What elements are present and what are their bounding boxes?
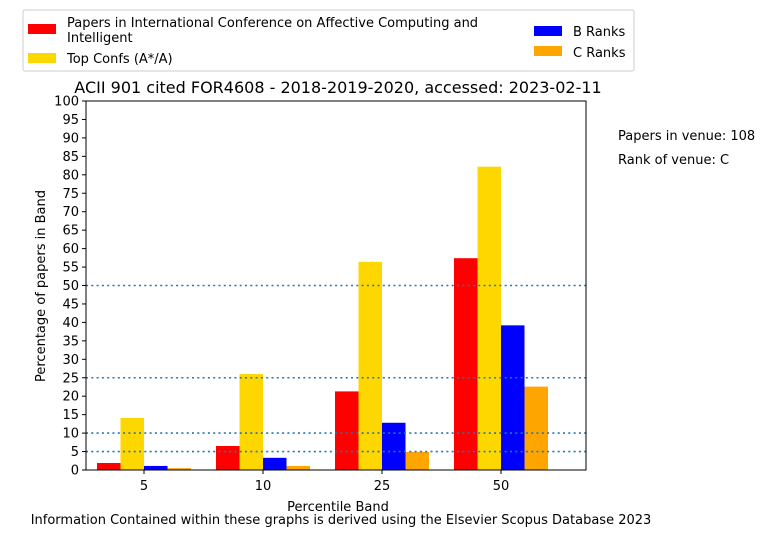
y-tick-label: 100 [54, 95, 79, 110]
bar-top-confs-p5 [120, 417, 144, 470]
legend-label-gold: Top Confs (A*/A) [66, 52, 173, 67]
legend-label-red-line1: Papers in International Conference on Af… [67, 16, 478, 31]
legend: Papers in International Conference on Af… [22, 9, 635, 72]
source-footer: Information Contained within these graph… [31, 513, 652, 528]
y-tick-label: 35 [62, 334, 79, 349]
bar-c-ranks-p10 [286, 465, 310, 470]
y-tick-label: 0 [71, 464, 79, 479]
legend-swatch-orange [534, 46, 562, 56]
legend-swatch-blue [534, 26, 562, 36]
y-tick-label: 40 [62, 316, 79, 331]
legend-frame [22, 9, 635, 72]
y-tick-label: 15 [62, 408, 79, 423]
y-tick-label: 95 [62, 113, 79, 128]
bars-layer [97, 166, 548, 470]
reference-lines-layer [86, 284, 586, 453]
x-tick-label: 10 [255, 479, 272, 494]
y-tick-label: 55 [62, 261, 79, 276]
y-tick-label: 10 [62, 427, 79, 442]
y-tick-label: 65 [62, 224, 79, 239]
bar-venue-p25 [335, 391, 359, 470]
y-tick-label: 80 [62, 168, 79, 183]
bar-c-ranks-p25 [405, 451, 429, 470]
x-tick-label: 5 [140, 479, 148, 494]
y-tick-label: 50 [62, 279, 79, 294]
y-tick-label: 25 [62, 371, 79, 386]
bar-c-ranks-p5 [167, 468, 191, 470]
x-tick-label: 25 [374, 479, 391, 494]
legend-label-blue: B Ranks [573, 25, 626, 40]
y-tick-label: 90 [62, 131, 79, 146]
legend-label-red-line2: Intelligent [67, 31, 133, 46]
bar-venue-p10 [216, 446, 240, 470]
y-tick-label: 30 [62, 353, 79, 368]
y-tick-label: 20 [62, 390, 79, 405]
bar-b-ranks-p25 [382, 422, 406, 470]
y-tick-label: 75 [62, 187, 79, 202]
chart-title: ACII 901 cited FOR4608 - 2018-2019-2020,… [74, 78, 601, 97]
bar-venue-p50 [454, 258, 478, 470]
x-axis-ticks: 5 10 25 50 [140, 470, 509, 494]
bar-c-ranks-p50 [524, 386, 548, 470]
y-tick-label: 5 [71, 445, 79, 460]
venue-rank-annotation: Rank of venue: C [618, 153, 729, 168]
legend-swatch-red [28, 24, 56, 34]
papers-in-venue-annotation: Papers in venue: 108 [618, 129, 755, 144]
y-tick-label: 60 [62, 242, 79, 257]
bar-top-confs-p10 [239, 374, 263, 470]
x-axis-label: Percentile Band [287, 500, 389, 515]
y-axis-label: Percentage of papers in Band [34, 190, 49, 382]
legend-swatch-gold [28, 53, 56, 63]
bar-top-confs-p50 [477, 166, 501, 470]
bar-top-confs-p25 [358, 261, 382, 470]
bar-b-ranks-p10 [263, 457, 287, 470]
y-tick-label: 45 [62, 297, 79, 312]
x-tick-label: 50 [493, 479, 510, 494]
y-tick-label: 85 [62, 150, 79, 165]
bar-b-ranks-p50 [501, 325, 525, 470]
y-axis-ticks: 0 5 10 15 20 25 30 35 40 45 50 55 60 65 70 75 80 85 90 95 10… [54, 95, 86, 479]
legend-label-orange: C Ranks [573, 46, 626, 61]
y-tick-label: 70 [62, 205, 79, 220]
bar-venue-p5 [97, 462, 121, 470]
bar-b-ranks-p5 [144, 465, 168, 470]
